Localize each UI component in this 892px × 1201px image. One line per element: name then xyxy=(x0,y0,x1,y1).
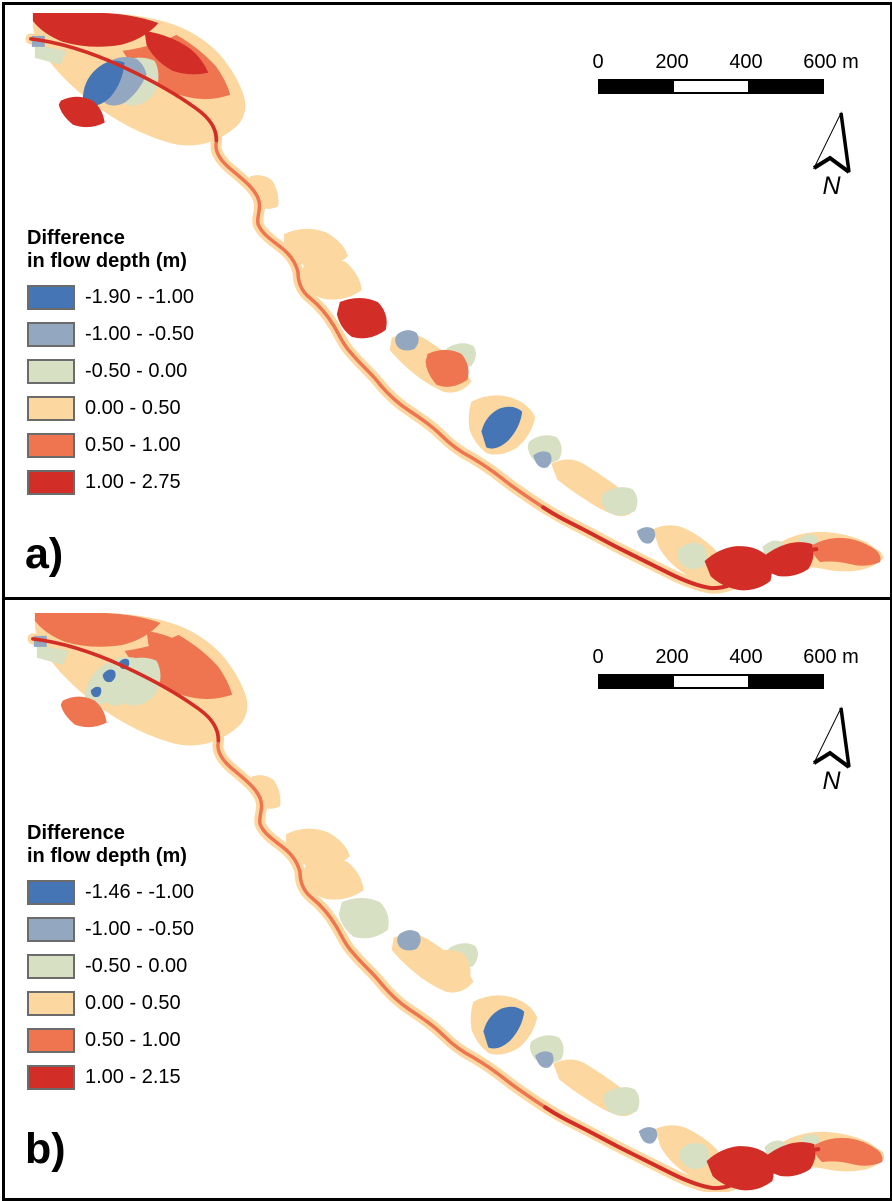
scalebar-tick-label: 600 m xyxy=(803,51,859,73)
legend-b: Difference in flow depth (m) -1.46 - -1.… xyxy=(27,822,287,1103)
north-arrow-icon xyxy=(812,111,851,174)
legend-title-line1: Difference xyxy=(27,822,125,844)
scalebar-tick-label: 600 m xyxy=(803,646,859,668)
legend-row: 0.50 - 1.00 xyxy=(27,1028,287,1053)
legend-row: 0.00 - 0.50 xyxy=(27,991,287,1016)
north-label: N xyxy=(822,172,841,200)
scalebar-b: 0 200 400 600 m xyxy=(565,646,877,698)
scalebar-bar xyxy=(598,79,824,94)
north-label: N xyxy=(822,767,841,795)
panel-label-b: b) xyxy=(25,1125,66,1173)
legend-rows: -1.46 - -1.00 -1.00 - -0.50 -0.50 - 0.00… xyxy=(27,880,287,1090)
scalebar-tick-label: 0 xyxy=(592,51,604,73)
scalebar-bar xyxy=(598,674,824,689)
legend-swatch xyxy=(27,470,75,495)
scalebar-tick-label: 200 xyxy=(655,646,689,668)
scalebar-tick-label: 200 xyxy=(655,51,689,73)
legend-row: 0.50 - 1.00 xyxy=(27,433,287,458)
legend-rows: -1.90 - -1.00 -1.00 - -0.50 -0.50 - 0.00… xyxy=(27,285,287,495)
legend-range-label: -1.46 - -1.00 xyxy=(85,881,194,903)
legend-swatch xyxy=(27,433,75,458)
scalebar-segment xyxy=(600,81,674,92)
legend-title-line2: in flow depth (m) xyxy=(27,250,187,272)
legend-title-line2: in flow depth (m) xyxy=(27,845,187,867)
legend-swatch xyxy=(27,1065,75,1090)
legend-swatch xyxy=(27,880,75,905)
legend-swatch xyxy=(27,991,75,1016)
legend-range-label: -0.50 - 0.00 xyxy=(85,360,188,382)
legend-range-label: 1.00 - 2.15 xyxy=(85,1066,181,1088)
legend-swatch xyxy=(27,1028,75,1053)
panel-a: 0 200 400 600 m N Difference in flow dep… xyxy=(5,5,884,597)
legend-swatch xyxy=(27,917,75,942)
scalebar-a: 0 200 400 600 m xyxy=(565,51,877,103)
panel-b: 0 200 400 600 m N Difference in flow dep… xyxy=(5,600,884,1192)
scalebar-segment xyxy=(674,81,748,92)
legend-row: 0.00 - 0.50 xyxy=(27,396,287,421)
legend-swatch xyxy=(27,396,75,421)
scalebar-segment xyxy=(748,676,822,687)
legend-swatch xyxy=(27,954,75,979)
legend-title: Difference in flow depth (m) xyxy=(27,822,287,868)
panel-label-a: a) xyxy=(25,530,64,578)
legend-row: -0.50 - 0.00 xyxy=(27,359,287,384)
legend-row: -1.46 - -1.00 xyxy=(27,880,287,905)
legend-swatch xyxy=(27,285,75,310)
legend-range-label: -1.00 - -0.50 xyxy=(85,918,194,940)
scalebar-segment xyxy=(748,81,822,92)
panel-divider xyxy=(5,597,890,600)
legend-range-label: 0.50 - 1.00 xyxy=(85,1029,181,1051)
legend-row: -1.00 - -0.50 xyxy=(27,322,287,347)
scalebar-segment xyxy=(674,676,748,687)
legend-range-label: -1.00 - -0.50 xyxy=(85,323,194,345)
legend-range-label: 1.00 - 2.75 xyxy=(85,471,181,493)
north-arrow-a: N xyxy=(805,110,861,202)
scalebar-tick-label: 400 xyxy=(729,646,763,668)
legend-row: -1.00 - -0.50 xyxy=(27,917,287,942)
scalebar-tick-label: 0 xyxy=(592,646,604,668)
mid-red-fan xyxy=(338,897,389,939)
north-arrow-icon xyxy=(812,706,851,769)
legend-range-label: 0.50 - 1.00 xyxy=(85,434,181,456)
legend-range-label: -1.90 - -1.00 xyxy=(85,286,194,308)
scalebar-tick-label: 400 xyxy=(729,51,763,73)
legend-row: 1.00 - 2.15 xyxy=(27,1065,287,1090)
legend-row: 1.00 - 2.75 xyxy=(27,470,287,495)
legend-row: -0.50 - 0.00 xyxy=(27,954,287,979)
legend-range-label: 0.00 - 0.50 xyxy=(85,992,181,1014)
legend-a: Difference in flow depth (m) -1.90 - -1.… xyxy=(27,227,287,508)
legend-swatch xyxy=(27,359,75,384)
legend-title-line1: Difference xyxy=(27,227,125,249)
scalebar-segment xyxy=(600,676,674,687)
legend-row: -1.90 - -1.00 xyxy=(27,285,287,310)
legend-range-label: -0.50 - 0.00 xyxy=(85,955,188,977)
mid-red-fan xyxy=(336,298,387,339)
legend-swatch xyxy=(27,322,75,347)
legend-title: Difference in flow depth (m) xyxy=(27,227,287,273)
legend-range-label: 0.00 - 0.50 xyxy=(85,397,181,419)
north-arrow-b: N xyxy=(805,705,861,797)
